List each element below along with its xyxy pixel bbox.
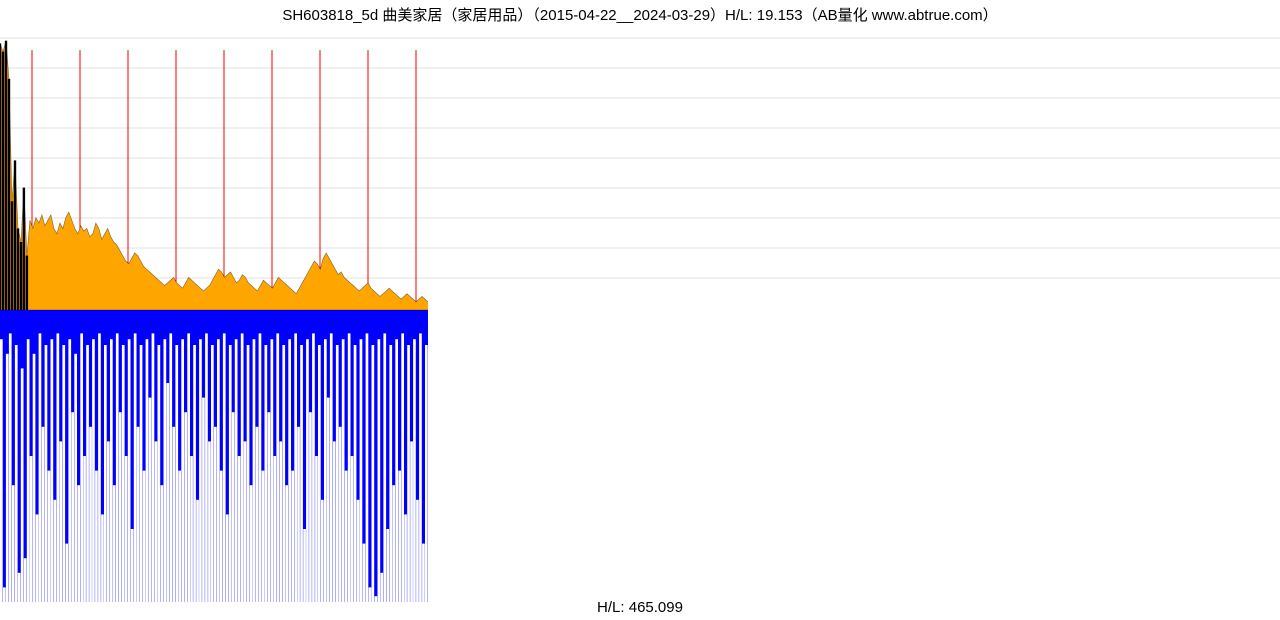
chart-svg — [0, 22, 1280, 602]
chart-area — [0, 22, 1280, 602]
chart-footer: H/L: 465.099 — [0, 599, 1280, 616]
